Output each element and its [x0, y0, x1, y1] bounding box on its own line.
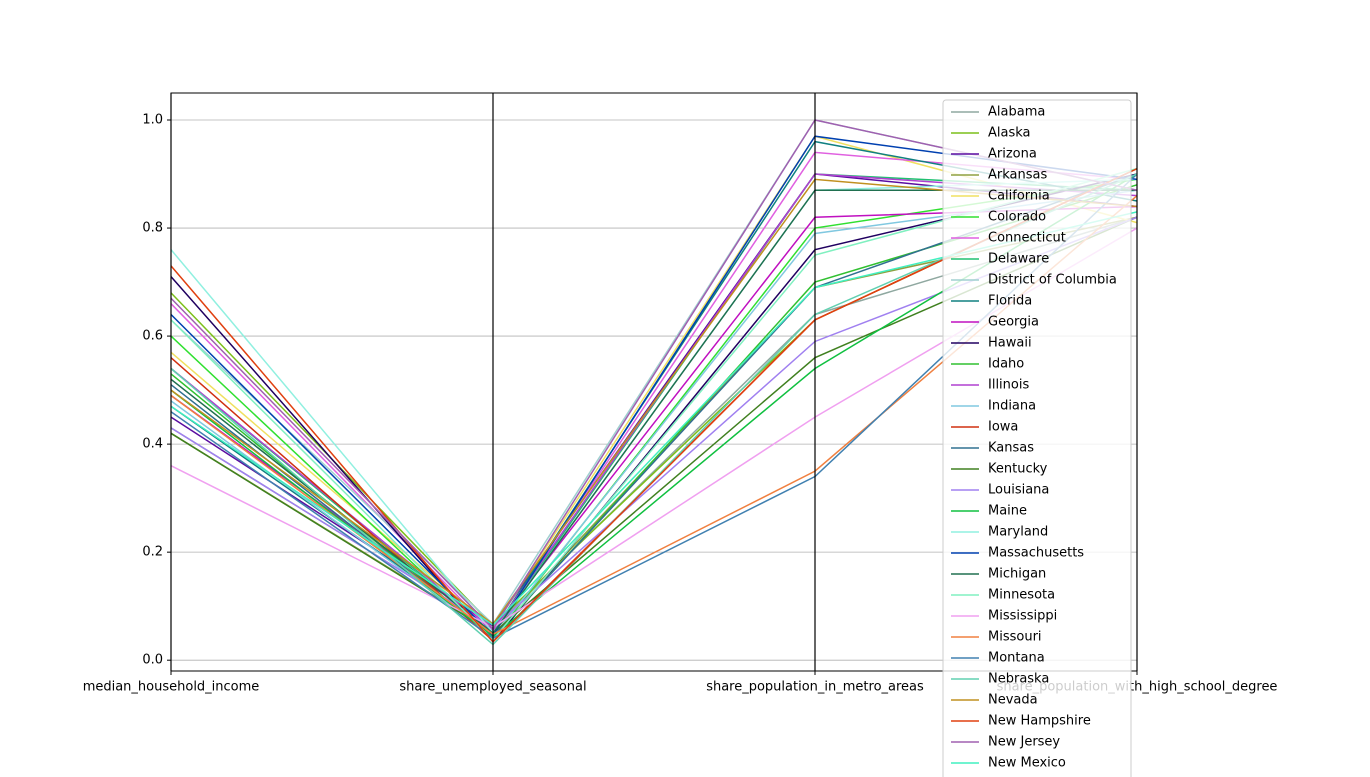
legend-label: New Hampshire — [988, 714, 1091, 729]
legend-label: Colorado — [988, 210, 1046, 225]
legend-label: Alaska — [988, 126, 1031, 141]
x-tick-label: median_household_income — [83, 680, 260, 695]
y-tick-label: 0.6 — [142, 329, 163, 344]
legend-label: Michigan — [988, 567, 1046, 582]
legend-label: Hawaii — [988, 336, 1032, 351]
legend-label: Arkansas — [988, 168, 1047, 183]
legend-label: Kansas — [988, 441, 1034, 456]
legend-label: Illinois — [988, 378, 1029, 393]
legend-label: Iowa — [988, 420, 1018, 435]
legend-label: Missouri — [988, 630, 1042, 645]
y-tick-label: 1.0 — [142, 113, 163, 128]
legend-label: Montana — [988, 651, 1045, 666]
x-tick-label: share_unemployed_seasonal — [399, 680, 586, 695]
legend-label: Maine — [988, 504, 1027, 519]
legend-label: Minnesota — [988, 588, 1055, 603]
legend-label: Massachusetts — [988, 546, 1084, 561]
legend-label: Florida — [988, 294, 1032, 309]
legend-label: Indiana — [988, 399, 1036, 414]
y-tick-label: 0.2 — [142, 545, 163, 560]
legend-label: California — [988, 189, 1050, 204]
legend-label: Mississippi — [988, 609, 1057, 624]
legend-label: Alabama — [988, 105, 1045, 120]
legend-label: Nevada — [988, 693, 1038, 708]
legend-label: Idaho — [988, 357, 1024, 372]
legend-label: Nebraska — [988, 672, 1049, 687]
y-tick-label: 0.8 — [142, 221, 163, 236]
legend-box — [942, 99, 1132, 777]
y-tick-label: 0.0 — [142, 653, 163, 668]
legend-label: Louisiana — [988, 483, 1049, 498]
legend-label: New Jersey — [988, 735, 1060, 750]
legend-label: Kentucky — [988, 462, 1048, 477]
legend-label: New Mexico — [988, 756, 1066, 771]
legend-label: Delaware — [988, 252, 1049, 267]
y-tick-label: 0.4 — [142, 437, 163, 452]
x-tick-label: share_population_in_metro_areas — [706, 680, 924, 695]
legend-label: Maryland — [988, 525, 1048, 540]
legend-label: District of Columbia — [988, 273, 1117, 288]
legend-label: Georgia — [988, 315, 1039, 330]
legend-label: Arizona — [988, 147, 1037, 162]
plot-frame — [170, 92, 1138, 672]
legend-label: Connecticut — [988, 231, 1066, 246]
